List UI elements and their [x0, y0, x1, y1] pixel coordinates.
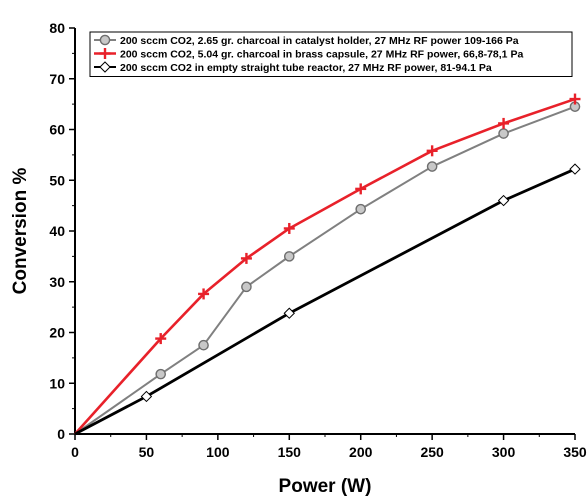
data-point — [355, 183, 367, 195]
y-tick-label: 30 — [49, 274, 65, 290]
axes: 0 50 100 150 200 250 300 350 0 10 20 30 40 50 60 70 80 — [49, 20, 586, 460]
data-point — [497, 194, 510, 207]
y-tick-label: 10 — [49, 375, 65, 391]
x-tick-label: 350 — [563, 444, 587, 460]
x-tick-label: 150 — [278, 444, 302, 460]
legend-label: 200 sccm CO2, 5.04 gr. charcoal in brass… — [120, 49, 523, 61]
y-tick-label: 40 — [49, 223, 65, 239]
data-point — [241, 281, 252, 293]
data-point — [569, 93, 581, 105]
data-point — [99, 34, 111, 46]
legend-entry: 200 sccm CO2, 5.04 gr. charcoal in brass… — [94, 48, 523, 61]
data-point — [155, 333, 167, 345]
series-1 — [74, 101, 581, 435]
series-3 — [74, 163, 581, 436]
data-point — [355, 203, 367, 215]
x-tick-label: 100 — [206, 444, 230, 460]
legend: 200 sccm CO2, 2.65 gr. charcoal in catal… — [89, 31, 573, 77]
data-point — [99, 61, 111, 73]
data-point — [283, 307, 295, 319]
data-point — [498, 117, 510, 129]
data-point — [198, 288, 210, 300]
x-tick-label: 250 — [420, 444, 444, 460]
data-point — [283, 251, 295, 262]
series-2 — [74, 93, 581, 435]
data-point — [99, 48, 111, 59]
data-point — [240, 252, 252, 264]
x-tick-label: 0 — [71, 444, 79, 460]
y-tick-label: 80 — [49, 20, 65, 36]
series-layer — [74, 93, 581, 436]
data-point — [140, 390, 153, 403]
x-tick-label: 50 — [139, 444, 155, 460]
legend-label: 200 sccm CO2 in empty straight tube reac… — [120, 62, 492, 74]
y-tick-label: 60 — [49, 122, 65, 138]
data-point — [426, 145, 438, 157]
y-tick-label: 50 — [49, 172, 65, 188]
data-point — [569, 163, 581, 175]
data-point — [283, 222, 295, 234]
y-tick-label: 70 — [49, 71, 65, 87]
data-point — [198, 339, 209, 351]
series-line — [74, 97, 576, 435]
data-point — [426, 161, 438, 172]
x-tick-label: 300 — [492, 444, 516, 460]
series-line — [74, 105, 576, 435]
x-axis-title: Power (W) — [279, 476, 372, 497]
legend-entry: 200 sccm CO2, 2.65 gr. charcoal in catal… — [94, 34, 519, 47]
y-axis-title: Conversion % — [10, 168, 31, 295]
legend-box — [89, 31, 573, 77]
data-point — [155, 368, 167, 380]
y-tick-label: 0 — [57, 426, 65, 442]
x-tick-label: 200 — [349, 444, 373, 460]
legend-label: 200 sccm CO2, 2.65 gr. charcoal in catal… — [120, 35, 519, 47]
y-tick-label: 20 — [49, 325, 65, 341]
data-point — [498, 128, 509, 139]
legend-entry: 200 sccm CO2 in empty straight tube reac… — [94, 61, 492, 74]
